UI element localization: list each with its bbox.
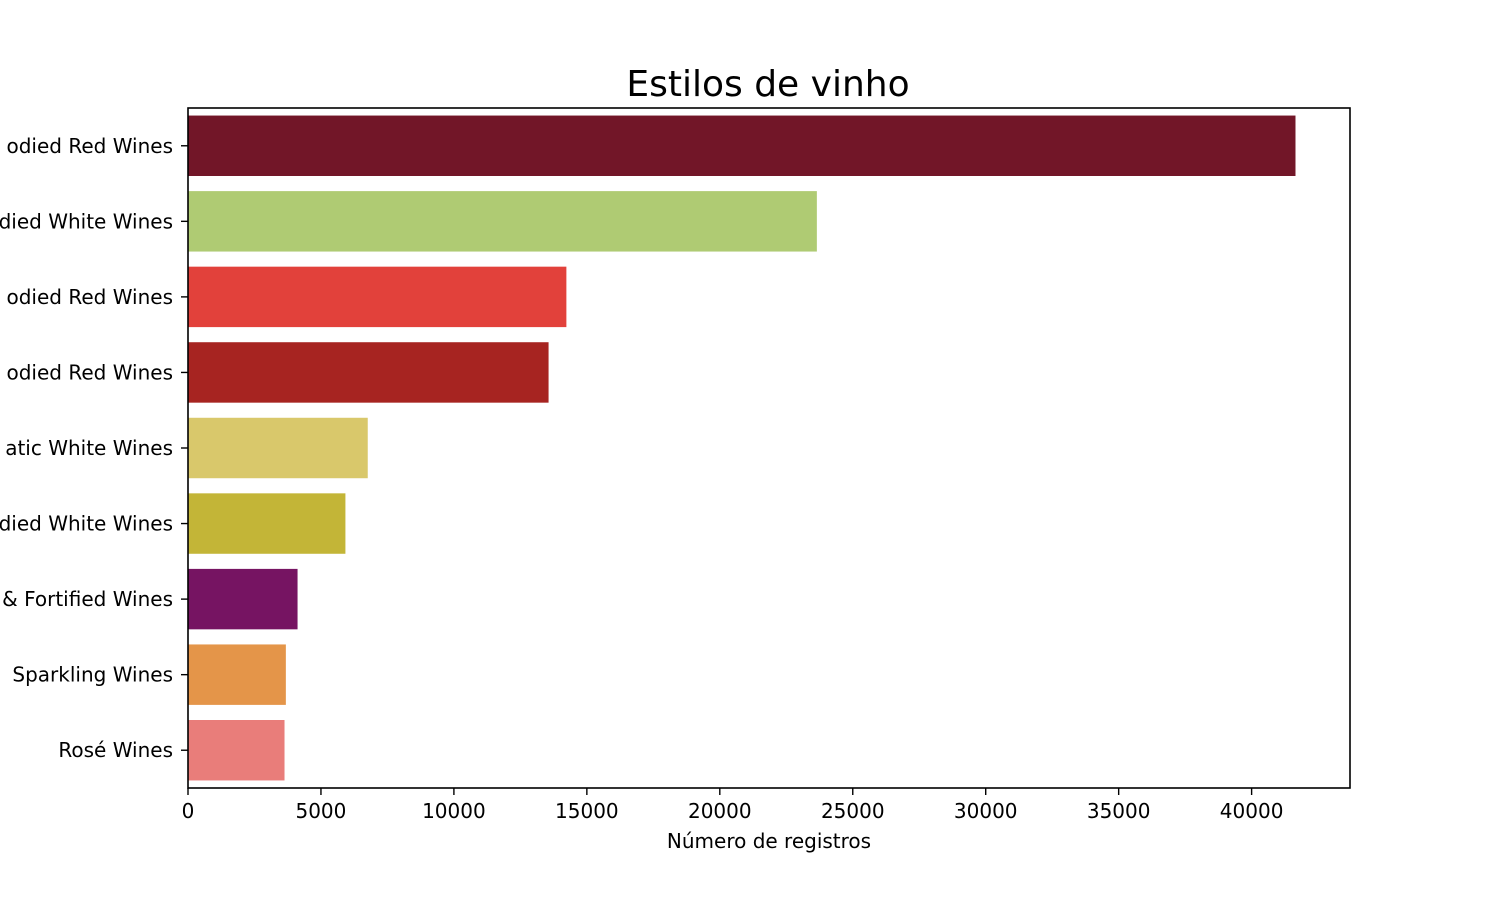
y-tick-label: died White Wines bbox=[0, 512, 173, 536]
y-tick-label: Sparkling Wines bbox=[12, 663, 173, 687]
bar bbox=[188, 417, 368, 479]
x-tick-label: 25000 bbox=[821, 799, 885, 823]
bar bbox=[188, 493, 346, 554]
bar bbox=[188, 342, 549, 403]
bar bbox=[188, 644, 286, 705]
x-tick-label: 0 bbox=[182, 799, 195, 823]
x-axis-ticks: 0 5000 10000 15000 20000 25000 30000 35000 40000 bbox=[182, 788, 1284, 823]
y-tick-label: died White Wines bbox=[0, 209, 173, 233]
x-tick-label: 15000 bbox=[555, 799, 619, 823]
chart-title: Estilos de vinho bbox=[626, 64, 909, 105]
y-tick-label: atic White Wines bbox=[5, 436, 173, 460]
y-tick-label: odied Red Wines bbox=[7, 360, 174, 384]
x-tick-label: 30000 bbox=[954, 799, 1018, 823]
x-tick-label: 10000 bbox=[422, 799, 486, 823]
y-tick-label: odied Red Wines bbox=[7, 285, 174, 309]
x-tick-label: 5000 bbox=[295, 799, 346, 823]
plot-area-frame bbox=[187, 107, 1351, 789]
x-tick-label: 20000 bbox=[688, 799, 752, 823]
bar bbox=[188, 568, 298, 630]
y-tick-label: odied Red Wines bbox=[7, 134, 174, 158]
x-tick-label: 40000 bbox=[1220, 799, 1284, 823]
y-tick-label: & Fortified Wines bbox=[2, 587, 173, 611]
y-tick-label: Rosé Wines bbox=[58, 738, 173, 762]
x-axis-label: Número de registros bbox=[667, 829, 871, 853]
x-tick-label: 35000 bbox=[1087, 799, 1151, 823]
bar bbox=[188, 191, 817, 252]
bar bbox=[188, 115, 1296, 176]
bar bbox=[188, 720, 285, 781]
bars-layer bbox=[188, 115, 1296, 781]
bar bbox=[188, 266, 567, 328]
y-tick-labels: odied Red Wines died White Wines odied Red… bbox=[0, 134, 188, 762]
